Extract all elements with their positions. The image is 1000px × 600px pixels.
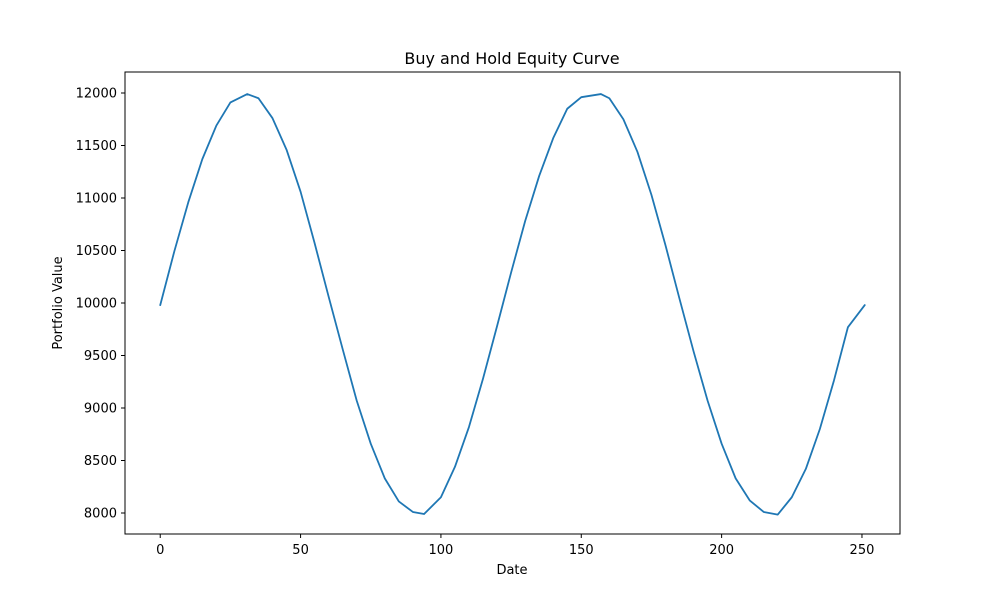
y-tick-label: 10500	[76, 244, 117, 259]
x-tick-label: 150	[569, 543, 594, 558]
y-axis: 8000 8500 9000 9500 10000 10500 11000 11500 1200…	[76, 87, 125, 522]
y-tick-label: 11000	[76, 192, 117, 207]
x-tick-label: 50	[292, 543, 309, 558]
equity-series-line	[159, 93, 866, 516]
y-tick-label: 12000	[76, 87, 117, 102]
y-tick-label: 8500	[84, 454, 117, 469]
x-tick-label: 200	[709, 543, 734, 558]
y-tick-label: 10000	[76, 297, 117, 312]
y-tick-label: 9000	[84, 402, 117, 417]
chart-title: Buy and Hold Equity Curve	[404, 49, 619, 68]
y-tick-label: 11500	[76, 139, 117, 154]
y-tick-label: 8000	[84, 507, 117, 522]
y-tick-label: 9500	[84, 349, 117, 364]
plot-frame	[124, 71, 901, 535]
y-axis-label: Portfolio Value	[51, 256, 66, 349]
x-tick-label: 100	[429, 543, 454, 558]
x-tick-label: 0	[156, 543, 164, 558]
series-layer	[159, 93, 866, 516]
x-tick-label: 250	[850, 543, 875, 558]
x-axis: 0 50 100 150 200 250	[156, 534, 874, 558]
x-axis-label: Date	[496, 563, 527, 578]
